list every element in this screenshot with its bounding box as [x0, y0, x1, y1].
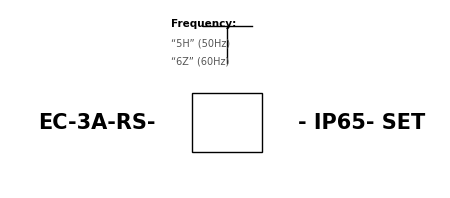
Text: “6Z” (60Hz): “6Z” (60Hz)	[171, 56, 229, 66]
Bar	[193, 93, 262, 152]
Text: EC-3A-RS-: EC-3A-RS-	[38, 113, 155, 133]
Text: - IP65- SET: - IP65- SET	[298, 113, 426, 133]
Text: Frequency:: Frequency:	[171, 19, 236, 29]
Text: “5H” (50Hz): “5H” (50Hz)	[171, 39, 230, 49]
